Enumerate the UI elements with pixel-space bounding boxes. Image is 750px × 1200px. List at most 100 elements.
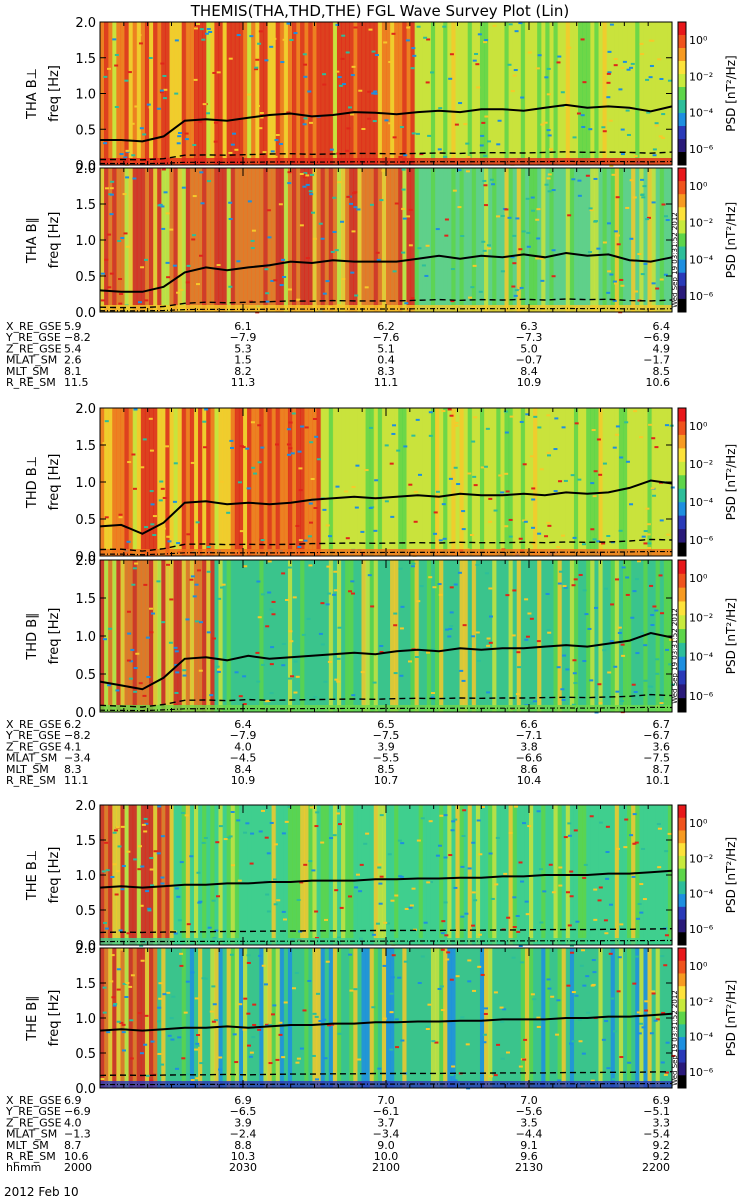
spectrogram-column [463,948,469,1088]
colorbar-segment [678,932,686,946]
spectrogram-speckle [514,30,519,33]
spectrogram-speckle [336,657,341,660]
ephemeris-value: 5.3 [234,342,252,355]
spectrogram-column [557,560,563,712]
spectrogram-speckle [368,426,373,429]
spectrogram-speckle [443,814,448,817]
spectrogram-speckle [586,1011,591,1014]
spectrogram-speckle [213,121,218,124]
spectrogram-speckle [554,417,559,420]
spectrogram-speckle [337,1032,342,1035]
spectrogram-column [161,22,166,165]
spectrogram-column [500,408,506,556]
spectrogram-column [104,805,109,945]
spectrogram-speckle [398,567,403,570]
spectrogram-speckle [385,922,390,925]
spectrogram-speckle [298,467,303,470]
spectrogram-speckle [480,134,485,137]
spectrogram-column [222,408,228,556]
ephemeris-row-label: Z_RE_GSE [6,1116,62,1129]
spectrogram-column [181,948,187,1088]
spectrogram-speckle [228,201,233,204]
spectrogram-column [635,22,640,165]
spectrogram-speckle [531,542,536,545]
spectrogram-speckle [348,953,353,956]
spectrogram-column [210,168,215,312]
spectrogram-column [226,22,232,165]
spectrogram-speckle [580,38,585,41]
spectrogram-speckle [432,586,437,589]
ephemeris-value: 3.8 [520,740,538,753]
colorbar-tick-label: 10⁻² [689,995,713,1008]
spectrogram-speckle [349,202,354,205]
spectrogram-speckle [539,257,544,260]
spectrogram-speckle [539,921,544,924]
spectrogram-speckle [217,597,222,600]
spectrogram-speckle [340,220,345,223]
spectrogram-column [598,168,604,312]
spectrogram-speckle [252,1023,257,1026]
spectrogram-speckle [302,176,307,179]
spectrogram-column [263,948,269,1088]
spectrogram-speckle [633,410,638,413]
spectrogram-column [402,560,408,712]
spectrogram-column [659,805,665,945]
colorbar-segment [678,259,686,274]
spectrogram-speckle [273,843,278,846]
spectrogram-column [488,22,493,165]
colorbar-frame [677,947,687,1089]
spectrogram-speckle [123,156,128,159]
spectrogram-column [422,408,428,556]
spectrogram-column [578,22,583,165]
spectrogram-speckle [419,153,424,156]
spectrogram-speckle [115,870,120,873]
spectrogram-speckle [425,244,430,247]
spectrogram-speckle [390,899,395,902]
spectrogram-speckle [645,507,650,510]
spectrogram-speckle [176,895,181,898]
spectrogram-speckle [218,1068,223,1071]
spectrogram-speckle [665,648,670,651]
spectrogram-speckle [106,1031,111,1034]
spectrogram-speckle [355,873,360,876]
spectrogram-column [153,805,158,945]
spectrogram-speckle [407,660,412,663]
spectrogram-speckle [119,292,124,295]
spectrogram-speckle [239,445,244,448]
spectrogram-speckle [237,481,242,484]
spectrogram-column [214,168,220,312]
spectrogram-speckle [149,1079,154,1082]
spectrogram-speckle [411,434,416,437]
spectrogram-speckle [570,951,575,954]
spectrogram-column [439,560,444,712]
y-axis-label: THE B∥ [25,995,40,1041]
figure-title: THEMIS(THA,THD,THE) FGL Wave Survey Plot… [190,2,569,20]
spectrogram-column [267,805,273,945]
spectrogram-speckle [457,169,462,172]
ephemeris-value: 11.3 [231,376,256,389]
spectrogram-column [553,22,559,165]
spectrogram-column [614,560,620,712]
spectrogram-speckle [273,279,278,282]
spectrogram-column [598,560,604,712]
spectrogram-speckle [192,595,197,598]
spectrogram-column [398,22,403,165]
spectrogram-speckle [571,1040,576,1043]
spectrogram-speckle [194,583,199,586]
spectrogram-column [422,805,428,945]
spectrogram-column [639,22,644,165]
spectrogram-speckle [476,819,481,822]
spectrogram-speckle [318,222,323,225]
spectrogram-speckle [351,592,356,595]
colorbar-segment [678,87,686,101]
spectrogram-column [406,560,412,712]
spectrogram-speckle [449,414,454,417]
spectrogram-speckle [118,513,123,516]
spectrogram-column [226,560,232,712]
timestamp-stamp: Wed Sep 19 03:31:52 2012 [671,990,679,1086]
spectrogram-column [475,168,481,312]
spectrogram-column [267,948,273,1088]
spectrogram-speckle [636,917,641,920]
spectrogram-speckle [158,499,163,502]
